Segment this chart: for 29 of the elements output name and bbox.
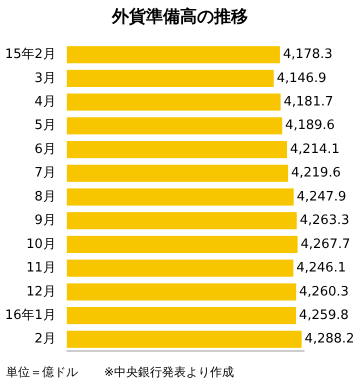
data-label: 4,247.9 bbox=[296, 189, 346, 204]
y-tick-label: 4月 bbox=[34, 94, 56, 110]
y-tick-label: 9月 bbox=[34, 213, 56, 228]
data-label: 4,263.3 bbox=[300, 213, 350, 228]
data-label: 4,214.1 bbox=[290, 142, 340, 157]
data-label: 4,181.7 bbox=[284, 94, 334, 110]
y-tick-label: 7月 bbox=[34, 166, 56, 181]
data-label: 4,219.6 bbox=[291, 166, 341, 181]
y-tick-label: 6月 bbox=[34, 142, 56, 157]
data-label: 4,178.3 bbox=[282, 47, 333, 62]
data-label: 4,189.6 bbox=[285, 118, 335, 134]
text: ※中央銀行発表より作成 bbox=[104, 364, 234, 381]
y-tick-label: 16年1月 bbox=[4, 308, 56, 323]
data-label: 4,146.9 bbox=[276, 70, 326, 86]
data-label: 4,246.1 bbox=[296, 260, 346, 276]
y-tick-label: 8月 bbox=[34, 189, 56, 204]
text: 単位＝億ドル bbox=[6, 364, 78, 381]
y-tick-label: 12月 bbox=[26, 284, 56, 300]
data-label: 4,267.7 bbox=[300, 236, 350, 252]
data-label: 4,259.8 bbox=[299, 308, 349, 323]
chart-title: 外貨準備高の推移 bbox=[110, 6, 249, 29]
data-label: 4,260.3 bbox=[299, 284, 349, 300]
y-tick-label: 5月 bbox=[34, 118, 56, 134]
y-tick-label: 11月 bbox=[26, 260, 56, 276]
data-label: 4,288.2 bbox=[304, 332, 354, 347]
y-tick-label: 2月 bbox=[34, 332, 56, 347]
y-tick-label: 3月 bbox=[34, 70, 56, 86]
y-tick-label: 15年2月 bbox=[4, 47, 56, 62]
y-tick-label: 10月 bbox=[26, 236, 56, 252]
